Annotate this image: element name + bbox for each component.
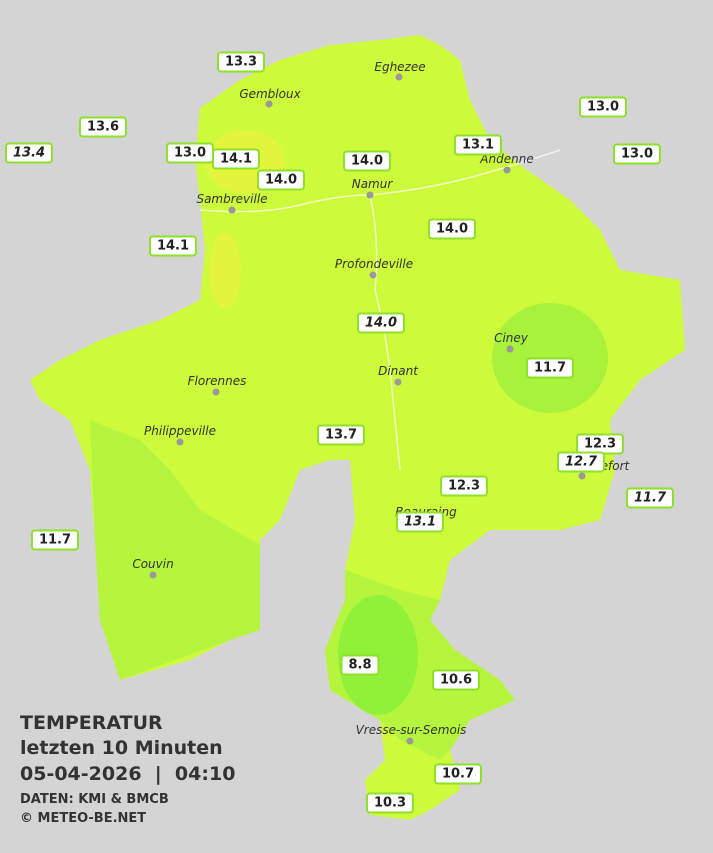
station-label: 13.0: [612, 143, 662, 165]
town-name: Gembloux: [239, 87, 301, 101]
station-label: 13.0: [578, 96, 628, 118]
legend-title: TEMPERATUR: [20, 712, 163, 734]
town-marker: [394, 378, 402, 386]
town-marker: [395, 73, 403, 81]
station-label: 14.0: [356, 312, 406, 334]
town-marker: [406, 737, 414, 745]
station-label: 14.1: [211, 148, 261, 170]
station-label: 11.7: [625, 487, 675, 509]
town-marker: [149, 571, 157, 579]
town-marker: [265, 100, 273, 108]
station-label: 10.6: [431, 669, 481, 691]
station-label: 13.3: [216, 51, 266, 73]
town-marker: [366, 191, 374, 199]
station-label: 14.0: [427, 218, 477, 240]
town-name: Couvin: [132, 557, 174, 571]
zone-warm-west: [209, 232, 241, 308]
town-marker: [578, 472, 586, 480]
station-label: 13.0: [165, 142, 215, 164]
station-label: 13.6: [78, 116, 128, 138]
station-label: 14.0: [342, 150, 392, 172]
station-label: 14.1: [148, 235, 198, 257]
town-name: Sambreville: [196, 192, 268, 206]
station-label: 11.7: [30, 529, 80, 551]
town-name: Vresse-sur-Semois: [355, 723, 467, 737]
town-name: Ciney: [494, 331, 528, 345]
legend-source: DATEN: KMI & BMCB: [20, 792, 169, 807]
zone-cool: [90, 420, 260, 680]
town-marker: [228, 206, 236, 214]
town-name: Andenne: [480, 152, 534, 166]
station-label: 14.0: [256, 169, 306, 191]
town-marker: [369, 271, 377, 279]
town-name: Profondeville: [334, 257, 414, 271]
town-marker: [176, 438, 184, 446]
station-label: 12.3: [439, 475, 489, 497]
town-marker: [212, 388, 220, 396]
town-name: Eghezee: [374, 60, 426, 74]
station-label: 13.1: [453, 134, 503, 156]
town-name: Philippeville: [144, 424, 216, 438]
legend-period: letzten 10 Minuten: [20, 737, 223, 759]
town-name: Dinant: [378, 364, 418, 378]
station-label: 10.7: [433, 763, 483, 785]
legend-copyright: © METEO-BE.NET: [20, 811, 147, 826]
town-marker: [506, 345, 514, 353]
station-label: 12.7: [556, 451, 606, 473]
station-label: 13.1: [395, 511, 445, 533]
station-label: 13.7: [316, 424, 366, 446]
river: [369, 194, 401, 471]
station-label: 13.4: [4, 142, 54, 164]
station-label: 10.3: [365, 792, 415, 814]
town-marker: [503, 166, 511, 174]
town-name: Namur: [351, 177, 393, 191]
town-name: Florennes: [187, 374, 247, 388]
station-label: 8.8: [340, 654, 380, 676]
legend-datetime: 05-04-2026 | 04:10: [20, 763, 236, 785]
station-label: 11.7: [525, 357, 575, 379]
